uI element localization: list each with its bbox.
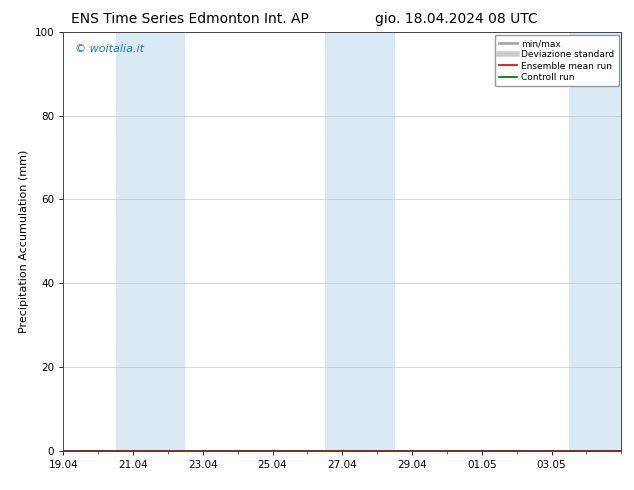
Bar	[325, 32, 394, 451]
Bar	[569, 32, 621, 451]
Text: gio. 18.04.2024 08 UTC: gio. 18.04.2024 08 UTC	[375, 12, 538, 26]
Legend: min/max, Deviazione standard, Ensemble mean run, Controll run: min/max, Deviazione standard, Ensemble m…	[495, 35, 619, 86]
Y-axis label: Precipitation Accumulation (mm): Precipitation Accumulation (mm)	[19, 149, 29, 333]
Text: © woitalia.it: © woitalia.it	[75, 45, 143, 54]
Bar	[115, 32, 185, 451]
Text: ENS Time Series Edmonton Int. AP: ENS Time Series Edmonton Int. AP	[71, 12, 309, 26]
